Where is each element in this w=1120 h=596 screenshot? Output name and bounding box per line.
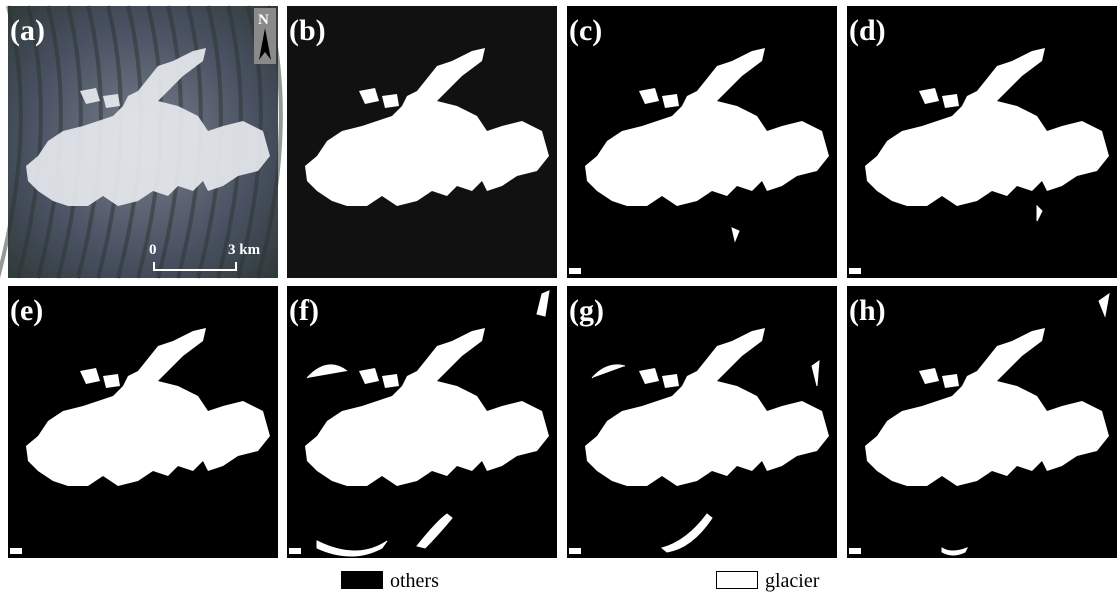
panel: (e): [8, 286, 278, 558]
panel-label: (e): [10, 294, 43, 327]
scale-start: 0: [149, 242, 157, 258]
legend-label: others: [390, 570, 439, 592]
panel: (f): [287, 286, 557, 558]
edge-patch: [10, 548, 22, 554]
panel-label: (d): [849, 14, 886, 47]
legend: others glacier: [341, 570, 820, 592]
misclassified-patch: [941, 547, 969, 556]
panel-label: (g): [569, 294, 604, 327]
panel: (b): [287, 6, 557, 278]
edge-patch: [569, 268, 581, 274]
edge-patch: [849, 548, 861, 554]
edge-patch: [849, 268, 861, 274]
north-label: N: [258, 12, 269, 28]
panel: N 0 3 km (a): [0, 5, 283, 279]
misclassified-patch: [591, 364, 626, 379]
panel-label: (b): [289, 14, 326, 47]
north-arrow: [259, 28, 271, 60]
panel-label: (a): [10, 14, 45, 47]
terrain: [16, 5, 43, 279]
edge-patch: [569, 548, 581, 554]
panel: (c): [567, 6, 837, 278]
misclassified-patch: [731, 227, 740, 243]
panel-label: (f): [289, 294, 319, 327]
panels: N 0 3 km (a) (b) (c) (d) (e) (f) (g) (h): [0, 5, 1117, 558]
misclassified-patch: [811, 359, 820, 387]
misclassified-patch: [1098, 292, 1110, 318]
misclassified-patch: [306, 364, 348, 379]
misclassified-patch: [416, 513, 453, 549]
scale-bar: [153, 262, 237, 271]
panel-label: (h): [849, 294, 886, 327]
panel: (d): [847, 6, 1117, 278]
misclassified-patch: [1036, 204, 1043, 222]
edge-patch: [289, 548, 301, 554]
terrain: [0, 5, 23, 279]
legend-label: glacier: [765, 570, 820, 592]
scale-end: 3 km: [228, 242, 261, 258]
misclassified-patch: [316, 540, 388, 557]
panel-label: (c): [569, 14, 602, 47]
legend-swatch-others: [341, 571, 383, 589]
legend-swatch-glacier: [716, 571, 758, 589]
misclassified-patch: [536, 290, 550, 317]
panel: (h): [847, 286, 1117, 558]
panel: (g): [567, 286, 837, 558]
misclassified-patch: [660, 513, 713, 553]
